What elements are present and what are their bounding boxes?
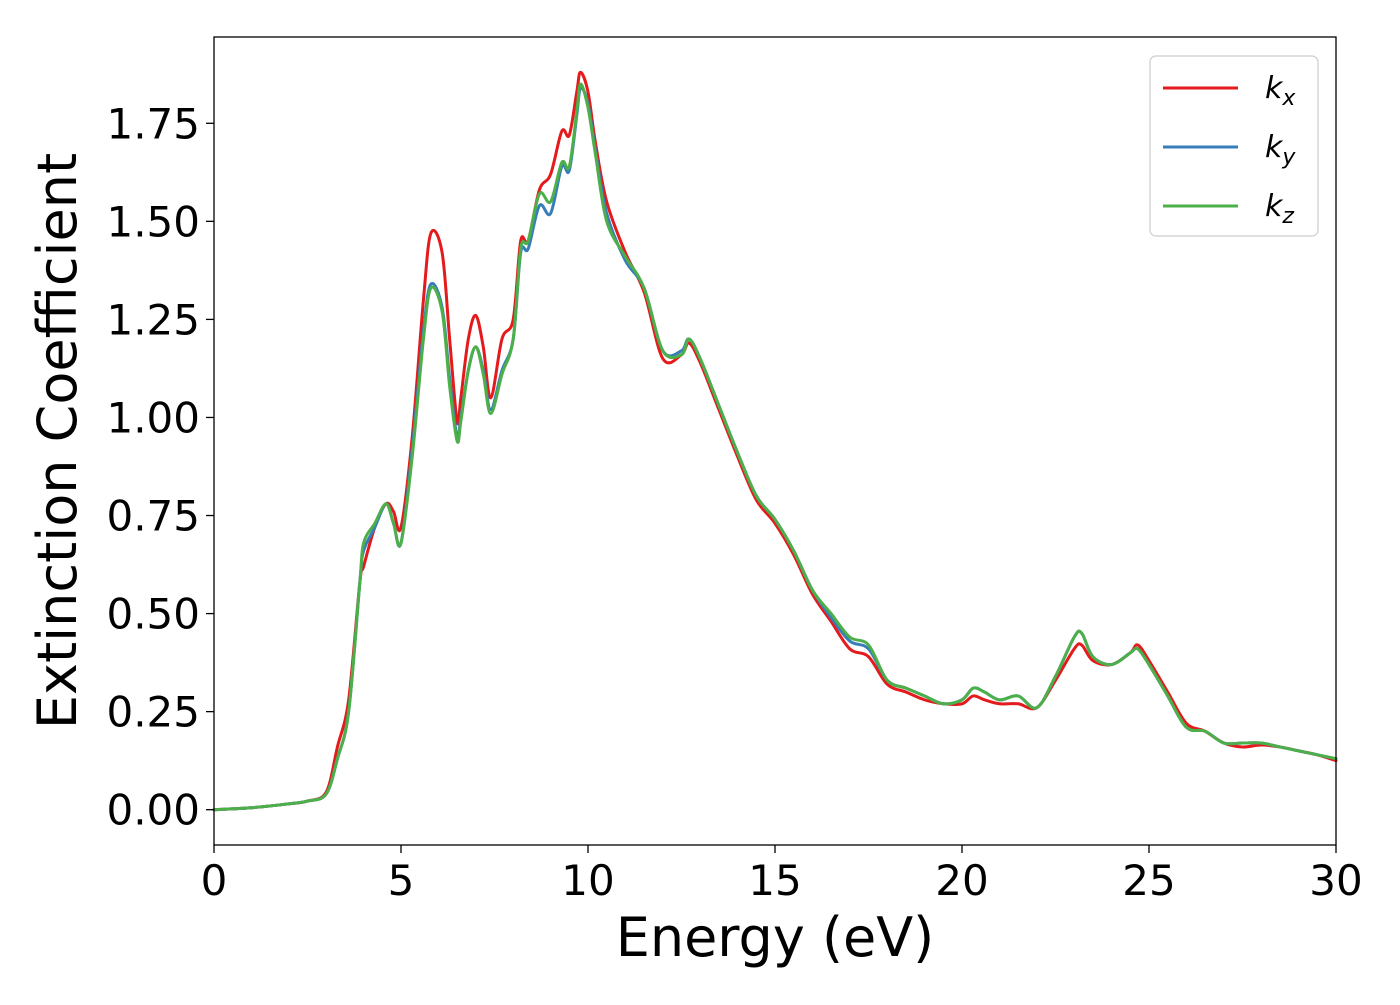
y-tick-label: 1.50 bbox=[106, 197, 200, 246]
x-tick-label: 25 bbox=[1122, 856, 1175, 905]
y-axis-title: Extinction Coefficient bbox=[26, 153, 89, 729]
y-tick-label: 0.50 bbox=[106, 590, 200, 639]
legend-label-k-y: ky bbox=[1265, 130, 1296, 170]
x-tick-label: 0 bbox=[201, 856, 228, 905]
y-tick-label: 0.75 bbox=[106, 492, 200, 541]
y-tick-label: 1.25 bbox=[106, 295, 200, 344]
plot-background bbox=[214, 37, 1336, 845]
y-tick-label: 0.00 bbox=[106, 786, 200, 835]
x-tick-label: 10 bbox=[561, 856, 614, 905]
y-tick-label: 1.75 bbox=[106, 99, 200, 148]
legend-label-k-z: kz bbox=[1265, 189, 1294, 229]
x-tick-label: 20 bbox=[935, 856, 988, 905]
x-tick-label: 15 bbox=[748, 856, 801, 905]
legend-label-k-x: kx bbox=[1265, 71, 1296, 111]
series-line-k-z bbox=[212, 82, 1338, 812]
x-tick-label: 5 bbox=[388, 856, 415, 905]
x-axis-title: Energy (eV) bbox=[616, 906, 935, 969]
y-tick-label: 1.00 bbox=[106, 393, 200, 442]
x-tick-label: 30 bbox=[1309, 856, 1362, 905]
legend: kx ky kz bbox=[1149, 55, 1319, 237]
y-tick-label: 0.25 bbox=[106, 688, 200, 737]
y-axis: 0.00 0.25 0.50 0.75 1.00 1.25 1.50 1.75 bbox=[106, 99, 214, 835]
x-axis: 0 5 10 15 20 25 30 bbox=[201, 845, 1363, 905]
series-layer bbox=[212, 70, 1338, 812]
